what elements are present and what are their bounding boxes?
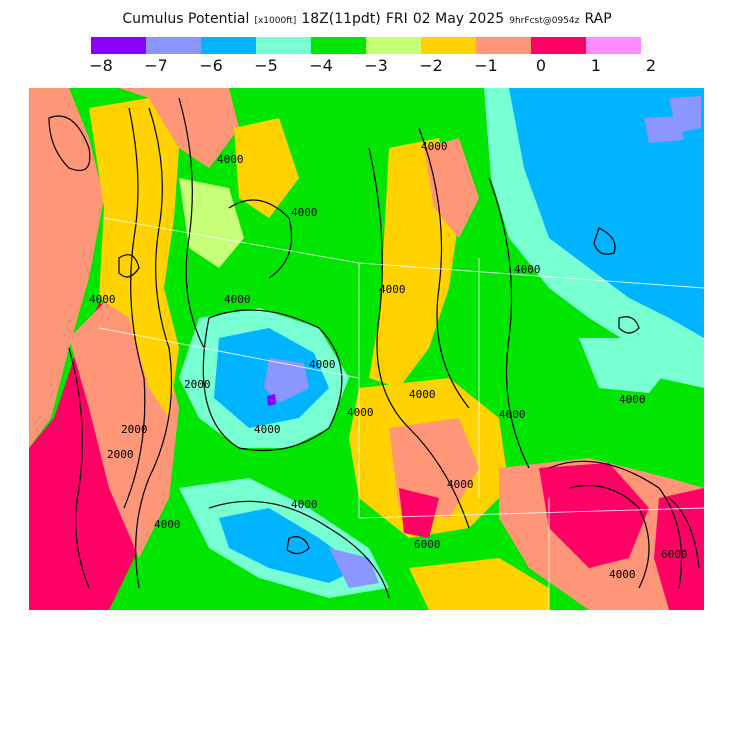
region-magenta-se xyxy=(539,463,649,568)
region-lavender-basin xyxy=(264,358,309,403)
title-valid-time: 18Z(11pdt) xyxy=(301,11,381,27)
map-panel: 4000 4000 4000 4000 2000 4000 4000 4000 … xyxy=(29,88,704,610)
border-south xyxy=(358,507,704,519)
contour-label: 4000 xyxy=(154,518,181,531)
region-yellow-south xyxy=(409,558,549,610)
map-title: Cumulus Potential [x1000ft] 18Z(11pdt) F… xyxy=(0,8,734,28)
border-mid xyxy=(98,327,360,379)
region-lavender-ne-2 xyxy=(644,116,684,143)
legend-tick-label: −8 xyxy=(89,56,113,75)
legend-tick-label: 0 xyxy=(535,56,547,75)
legend-tick-label: −6 xyxy=(199,56,223,75)
contour-label: 4000 xyxy=(224,293,251,306)
contour-ridge-3 xyxy=(488,177,530,469)
contour-label: 4000 xyxy=(217,153,244,166)
contour-label: 2000 xyxy=(107,448,134,461)
contour-south-1 xyxy=(208,500,390,599)
contour-label: 4000 xyxy=(499,408,526,421)
contour-se-3 xyxy=(668,497,700,569)
legend-tick-label: −1 xyxy=(474,56,498,75)
region-blue-south xyxy=(219,508,359,583)
state-borders xyxy=(98,217,704,610)
title-units: [x1000ft] xyxy=(254,16,297,26)
legend-swatch xyxy=(256,37,311,54)
region-cyan-e xyxy=(579,338,669,393)
contour-label: 4000 xyxy=(619,393,646,406)
contour-ridge-1 xyxy=(368,147,470,529)
legend-swatch xyxy=(311,37,366,54)
contour-label: 6000 xyxy=(414,538,441,551)
legend-swatch xyxy=(201,37,256,54)
contour-se-2 xyxy=(568,484,650,589)
legend-tick-label: 1 xyxy=(590,56,602,75)
title-run: 9hrFcst@0954z xyxy=(509,16,580,26)
region-yellow-n xyxy=(234,118,299,218)
contour-label: 4000 xyxy=(309,358,336,371)
legend-tick-label: −7 xyxy=(144,56,168,75)
title-day: FRI xyxy=(385,11,408,27)
title-model: RAP xyxy=(584,11,612,27)
contour-south-loop xyxy=(286,536,310,555)
legend-swatch xyxy=(366,37,421,54)
contour-label: 4000 xyxy=(609,568,636,581)
contour-label: 4000 xyxy=(291,206,318,219)
region-magenta-ridge xyxy=(399,488,439,538)
contour-lines xyxy=(48,97,700,599)
region-magenta-coast-s xyxy=(29,538,89,610)
contour-se-1 xyxy=(548,460,683,589)
legend-tick-label: −3 xyxy=(364,56,388,75)
legend-tick-label: −5 xyxy=(254,56,278,75)
legend-swatch xyxy=(531,37,586,54)
legend-swatch xyxy=(91,37,146,54)
contour-coast-1 xyxy=(135,107,173,589)
contour-n-1 xyxy=(228,199,293,279)
legend-tick-label: −2 xyxy=(419,56,443,75)
legend-swatch xyxy=(476,37,531,54)
title-product: Cumulus Potential xyxy=(122,11,250,27)
color-legend xyxy=(91,37,641,54)
legend-tick-label: −4 xyxy=(309,56,333,75)
region-salmon-nw xyxy=(119,88,239,168)
contour-label: 4000 xyxy=(89,293,116,306)
contour-e-loop xyxy=(618,316,640,334)
region-blue-ne xyxy=(509,88,704,338)
contour-label: 4000 xyxy=(347,406,374,419)
title-date: 02 May 2025 xyxy=(412,11,505,27)
region-lightgreen-nw xyxy=(179,178,244,268)
contour-label-group: 4000 4000 4000 4000 2000 4000 4000 4000 … xyxy=(89,140,688,581)
contour-label: 2000 xyxy=(121,423,148,436)
contour-label: 4000 xyxy=(514,263,541,276)
contour-label: 4000 xyxy=(254,423,281,436)
contour-ridge-2 xyxy=(418,127,470,409)
map-image: 4000 4000 4000 4000 2000 4000 4000 4000 … xyxy=(29,88,704,610)
contour-label: 4000 xyxy=(379,283,406,296)
contour-sw-1 xyxy=(68,347,90,589)
contour-label: 4000 xyxy=(409,388,436,401)
region-salmon-ridge-n xyxy=(424,138,479,238)
contour-ne-loop xyxy=(593,227,616,255)
contour-label: 4000 xyxy=(291,498,318,511)
contour-coast-2 xyxy=(123,107,146,509)
contour-coast-3 xyxy=(178,97,205,349)
legend-swatch xyxy=(146,37,201,54)
region-ocean-salmon xyxy=(29,88,104,448)
region-purple-basin xyxy=(267,394,276,406)
contour-label: 4000 xyxy=(421,140,448,153)
contour-label: 2000 xyxy=(184,378,211,391)
contour-basin xyxy=(202,309,343,452)
legend-tick-label: 2 xyxy=(645,56,657,75)
legend-swatch xyxy=(586,37,641,54)
contour-label: 4000 xyxy=(447,478,474,491)
region-magenta-se-edge xyxy=(654,488,704,610)
contour-nw-loop xyxy=(48,115,91,172)
contour-label: 6000 xyxy=(661,548,688,561)
contour-coast-loop xyxy=(118,254,140,278)
legend-swatch xyxy=(421,37,476,54)
